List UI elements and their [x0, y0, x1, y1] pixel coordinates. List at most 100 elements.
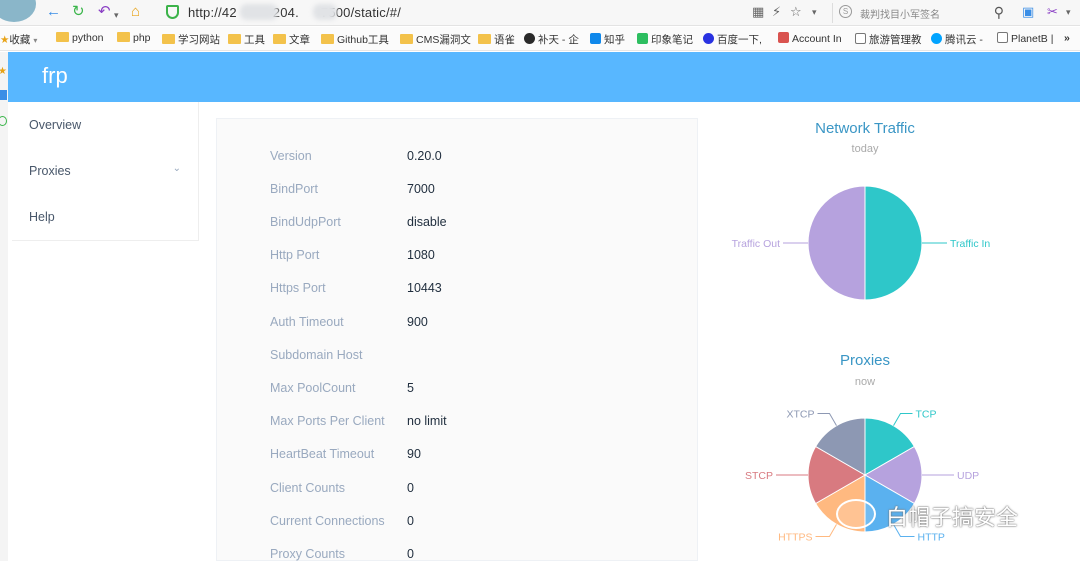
bookmark-github-tools[interactable]: Github工具 [321, 32, 389, 47]
server-info-panel: Version 0.20.0 BindPort 7000 BindUdpPort di… [216, 118, 698, 561]
menu-item-overview[interactable]: Overview [12, 102, 199, 148]
star-icon[interactable]: ★ [0, 66, 7, 77]
bookmark-study-sites[interactable]: 学习网站 [162, 32, 220, 47]
info-value: 5 [407, 381, 414, 395]
info-key: Current Connections [270, 514, 385, 528]
pie-label-line [893, 413, 913, 426]
bookmark-yuque[interactable]: 语雀 [478, 32, 515, 47]
info-row: BindPort 7000 [217, 182, 697, 202]
pie-slice-traffic-out[interactable] [807, 185, 866, 301]
page-icon [997, 32, 1008, 43]
bookmark-cms-vuln[interactable]: CMS漏洞文 [400, 32, 471, 47]
chart-subtitle: today [851, 143, 879, 155]
refresh-icon[interactable]: ↻ [72, 3, 85, 20]
app-title[interactable]: frp [42, 63, 68, 88]
bookmark-tencent-cloud[interactable]: 腾讯云 - [931, 32, 983, 47]
url-bar[interactable]: http://42 204. 7500/static/#/ [160, 2, 735, 23]
menu-item-label: Help [29, 210, 55, 224]
page-icon [855, 33, 866, 44]
browser-logo-icon [0, 0, 36, 22]
back-icon[interactable]: ← [46, 3, 61, 20]
bookmark-favorites[interactable]: ★收藏 ▾ [0, 34, 38, 46]
bookmark-evernote[interactable]: 印象笔记 [637, 32, 693, 47]
star-icon[interactable]: ☆ [790, 4, 802, 19]
info-value: 90 [407, 447, 421, 461]
pie-label: STCP [745, 470, 773, 482]
redacted-ip-1 [240, 4, 278, 20]
pie-label: HTTPS [778, 531, 812, 543]
redacted-ip-2 [313, 4, 337, 20]
menu-item-label: Proxies [29, 164, 71, 178]
info-row: Current Connections 0 [217, 514, 697, 534]
menu-item-help[interactable]: Help [12, 194, 199, 240]
bookmark-zhihu[interactable]: 知乎 [590, 32, 625, 47]
home-icon[interactable]: ⌂ [131, 3, 141, 20]
bookmarks-bar: ★收藏 ▾ python php 学习网站 工具 文章 Github工具 CMS… [0, 27, 1080, 51]
info-key: BindPort [270, 182, 318, 196]
search-input[interactable]: 裁判找目小军签名 [860, 10, 940, 21]
info-value: 10443 [407, 281, 442, 295]
bookmark-butian[interactable]: 补天 - 企 [524, 32, 579, 47]
bookmark-travel[interactable]: 旅游管理教 [855, 32, 922, 47]
baidu-icon [703, 33, 714, 44]
pie-slice-http[interactable] [864, 474, 916, 533]
undo-dropdown-icon[interactable]: ▾ [114, 10, 119, 20]
pie-slice-xtcp[interactable] [814, 417, 866, 476]
pie-label-line [893, 524, 915, 537]
butian-icon [524, 33, 535, 44]
info-key: Auth Timeout [270, 315, 344, 329]
bookmark-php[interactable]: php [117, 32, 151, 44]
bookmarks-more-icon[interactable]: » [1064, 32, 1070, 44]
cloud-icon [931, 33, 942, 44]
info-value: 0.20.0 [407, 149, 442, 163]
bookmark-planetb[interactable]: PlanetB | [997, 32, 1053, 45]
network-traffic-chart: Network Traffic today Traffic In Traffic … [700, 118, 1080, 308]
info-value: 0 [407, 514, 414, 528]
info-key: Http Port [270, 248, 320, 262]
pie-label: TCP [916, 409, 937, 421]
bookmark-python[interactable]: python [56, 32, 104, 44]
info-value: 0 [407, 547, 414, 561]
account-icon [778, 32, 789, 43]
info-key: Client Counts [270, 481, 346, 495]
pie-label-line [815, 524, 837, 537]
info-row: Proxy Counts 0 [217, 547, 697, 567]
bookmark-tools[interactable]: 工具 [228, 32, 265, 47]
pie-slice-tcp[interactable] [864, 417, 916, 476]
browser-side-strip: ★ [0, 52, 8, 561]
folder-icon [56, 32, 69, 42]
sidebar-menu: Overview Proxies ⌄ Help [12, 102, 199, 241]
pie-label: Traffic Out [732, 238, 781, 250]
scissors-icon[interactable]: ✂ [1047, 4, 1058, 19]
menu-item-proxies[interactable]: Proxies ⌄ [12, 148, 199, 194]
search-icon[interactable]: ⚲ [993, 4, 1004, 20]
circle-icon[interactable] [0, 116, 7, 126]
pie-label: HTTP [918, 531, 945, 543]
chart-subtitle: now [854, 376, 876, 388]
info-row: Max PoolCount 5 [217, 381, 697, 401]
info-key: Subdomain Host [270, 348, 363, 362]
undo-icon[interactable]: ↶ [98, 3, 111, 20]
extension-icon[interactable]: ▣ [1022, 4, 1035, 19]
pie-slice-udp[interactable] [864, 445, 923, 505]
secure-shield-icon [166, 5, 179, 19]
pie-label: Traffic In [950, 238, 990, 250]
bookmark-articles[interactable]: 文章 [273, 32, 310, 47]
info-row: BindUdpPort disable [217, 215, 697, 235]
lightning-icon[interactable]: ⚡︎ [772, 4, 782, 19]
bookmark-account[interactable]: Account In [778, 32, 842, 45]
pie-slice-traffic-in[interactable] [864, 185, 923, 301]
pie-slice-stcp[interactable] [807, 445, 866, 505]
bookmark-baidu[interactable]: 百度一下, [703, 32, 762, 47]
search-engine-icon: S [839, 5, 852, 18]
scissors-dropdown-icon[interactable]: ▾ [1066, 7, 1071, 17]
qrcode-icon[interactable]: ▦ [752, 4, 765, 19]
dropdown-icon[interactable]: ▾ [812, 7, 817, 17]
wechat-icon [836, 499, 876, 529]
info-value: no limit [407, 414, 447, 428]
panel-icon[interactable] [0, 90, 7, 100]
url-text[interactable]: http://42 204. 7500/static/#/ [188, 5, 402, 20]
folder-icon [400, 34, 413, 44]
info-key: HeartBeat Timeout [270, 447, 375, 461]
search-box[interactable]: S 裁判找目小军签名 ⚲ [832, 3, 1008, 23]
